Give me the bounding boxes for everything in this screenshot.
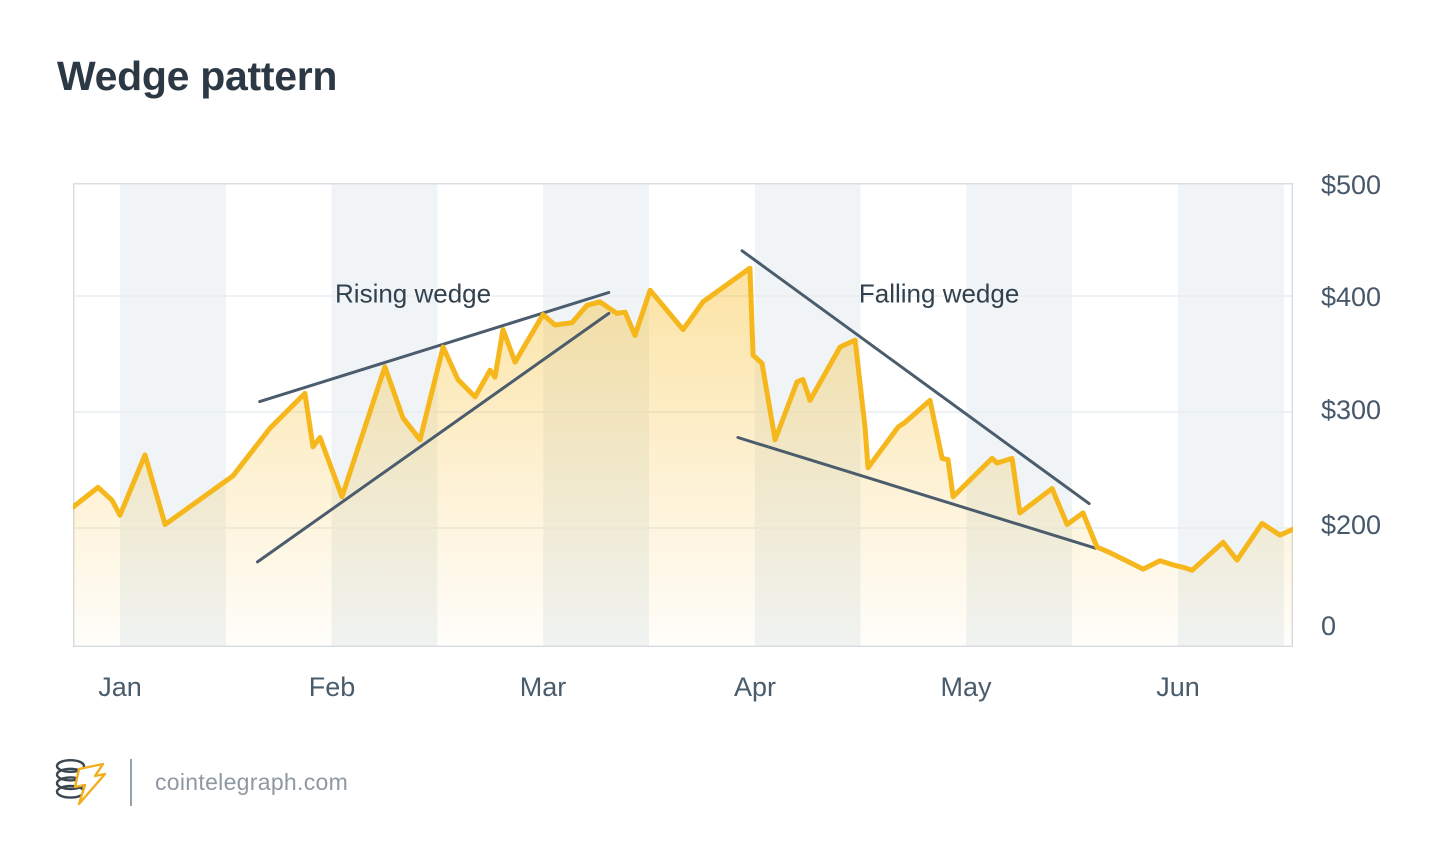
cointelegraph-logo-icon xyxy=(55,758,107,806)
rising-wedge-lower-trendline xyxy=(256,311,611,564)
coin-stack-icon xyxy=(55,758,86,799)
footer: cointelegraph.com xyxy=(54,755,348,809)
falling-wedge-label: Falling wedge xyxy=(858,278,1020,309)
price-area xyxy=(73,268,1293,647)
x-tick-may: May xyxy=(940,672,992,702)
x-tick-mar: Mar xyxy=(519,672,567,702)
page-title: Wedge pattern xyxy=(57,53,338,99)
wedge-chart-svg xyxy=(73,183,1293,647)
price-line xyxy=(73,265,1293,573)
x-tick-jun: Jun xyxy=(1156,672,1200,702)
falling-wedge-lower-trendline xyxy=(736,436,1097,550)
wedge-chart-plot-area xyxy=(73,183,1293,647)
x-tick-jan: Jan xyxy=(98,672,142,702)
y-tick-zero: 0 xyxy=(1321,611,1337,641)
y-tick-400: $400 xyxy=(1321,282,1382,312)
y-tick-500: $500 xyxy=(1321,170,1382,200)
x-tick-apr: Apr xyxy=(733,672,777,702)
falling-wedge-upper-trendline xyxy=(740,249,1091,506)
y-tick-300: $300 xyxy=(1321,395,1382,425)
footer-site-text: cointelegraph.com xyxy=(155,768,349,795)
rising-wedge-upper-trendline xyxy=(258,291,611,404)
rising-wedge-label: Rising wedge xyxy=(335,278,492,309)
x-tick-feb: Feb xyxy=(308,672,356,702)
lightning-bolt-icon xyxy=(73,762,107,806)
y-tick-200: $200 xyxy=(1321,510,1382,540)
footer-divider xyxy=(130,758,132,806)
